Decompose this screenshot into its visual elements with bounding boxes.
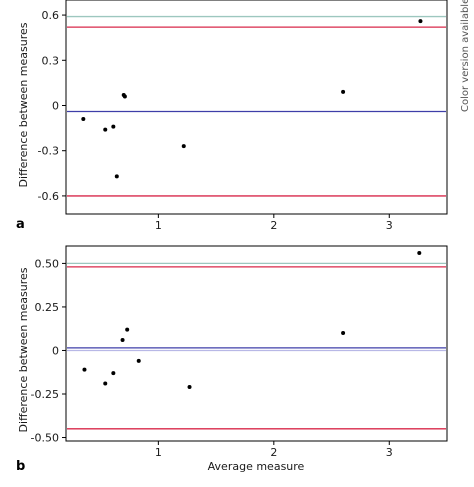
panel-b-data-point <box>111 371 116 376</box>
panel-a-y-tick-label: -0.3 <box>38 145 59 158</box>
panel-a-data-point <box>181 144 186 149</box>
panel-b-y-tick-label: -0.50 <box>31 432 59 445</box>
panel-a-letter: a <box>16 217 25 232</box>
panel-b-data-point <box>417 250 422 255</box>
panel-b-frame <box>65 245 448 442</box>
panel-a-x-ticks: 1 2 3 <box>155 214 393 232</box>
panel-b-data-point <box>120 338 125 343</box>
panel-b-data-point <box>103 381 108 386</box>
panel-a: 0.6 0.3 0 -0.3 -0.6 1 2 3 Difference between m… <box>16 0 448 232</box>
panel-b-data-point <box>125 327 130 332</box>
panel-a-frame <box>65 0 448 215</box>
panel-a-y-tick-label: 0.6 <box>42 9 60 22</box>
panel-a-x-tick-label: 1 <box>155 219 162 232</box>
panel-b-x-ticks: 1 2 3 <box>155 441 393 459</box>
panel-a-data-point <box>418 19 423 24</box>
panel-a-data-point <box>111 124 116 129</box>
panel-b-points <box>82 250 422 390</box>
panel-b-x-tick-label: 2 <box>270 446 277 459</box>
panel-a-data-point <box>103 127 108 132</box>
panel-a-y-ticks: 0.6 0.3 0 -0.3 -0.6 <box>38 9 66 203</box>
panel-b-y-axis-title: Difference between measures <box>17 267 30 432</box>
panel-b-x-tick-label: 1 <box>155 446 162 459</box>
panel-a-y-tick-label: -0.6 <box>38 190 59 203</box>
panel-a-x-tick-label: 3 <box>386 219 393 232</box>
panel-a-reference-lines <box>67 15 446 197</box>
panel-a-data-point <box>122 94 127 99</box>
panel-a-y-tick-label: 0.3 <box>42 54 60 67</box>
panel-a-y-axis-title: Difference between measures <box>17 22 30 187</box>
panel-b-y-tick-label: -0.25 <box>31 388 59 401</box>
panel-b-data-point <box>136 358 141 363</box>
panel-a-points <box>81 19 423 179</box>
panel-a-data-point <box>341 89 346 94</box>
panel-b-y-tick-label: 0.50 <box>35 257 60 270</box>
panel-b-y-tick-label: 0.25 <box>35 301 60 314</box>
panel-b-data-point <box>341 331 346 336</box>
panel-b-y-ticks: 0.50 0.25 0 -0.25 -0.50 <box>31 257 66 445</box>
panel-b-data-point <box>82 367 87 372</box>
panel-b-y-tick-label: 0 <box>52 344 59 357</box>
color-version-note: Color version available online <box>460 0 471 112</box>
panel-b: 0.50 0.25 0 -0.25 -0.50 1 2 3 Difference betwe… <box>16 245 448 474</box>
panel-a-data-point <box>81 117 86 122</box>
panel-b-reference-lines <box>67 262 446 430</box>
panel-a-y-tick-label: 0 <box>52 99 59 112</box>
panel-a-x-tick-label: 2 <box>270 219 277 232</box>
panel-a-data-point <box>114 174 119 179</box>
panel-b-x-axis-title: Average measure <box>208 460 305 473</box>
panel-b-letter: b <box>16 459 25 474</box>
panel-b-x-tick-label: 3 <box>386 446 393 459</box>
panel-b-data-point <box>187 385 192 390</box>
